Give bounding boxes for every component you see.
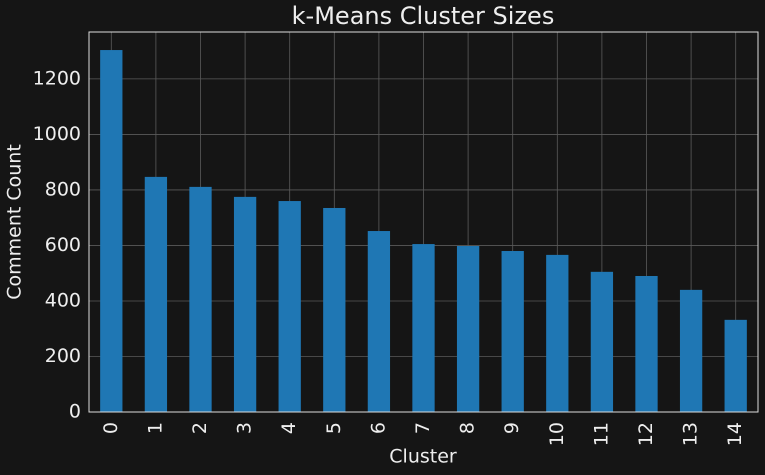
bar (724, 319, 747, 412)
chart-title: k-Means Cluster Sizes (292, 2, 555, 30)
x-tick-label: 7 (412, 422, 434, 434)
x-tick-label: 8 (457, 422, 479, 434)
bar (144, 176, 168, 412)
y-tick-label: 400 (45, 289, 81, 311)
y-tick-label: 1200 (33, 67, 81, 89)
y-axis-label: Comment Count (4, 144, 26, 300)
x-tick-label: 10 (546, 422, 568, 446)
bar (501, 251, 524, 412)
y-tick-label: 200 (45, 345, 81, 367)
bar (367, 231, 391, 412)
bar (100, 50, 123, 413)
bar (412, 244, 435, 412)
x-tick-label: 2 (189, 422, 211, 434)
y-tick-label: 1000 (33, 123, 81, 145)
x-tick-label: 4 (278, 422, 300, 434)
x-tick-label: 1 (144, 422, 166, 434)
bar (233, 196, 257, 412)
plot-frame (88, 31, 759, 413)
bar (189, 186, 212, 412)
x-axis-label: Cluster (389, 446, 457, 468)
x-tick-label: 0 (100, 422, 122, 434)
x-tick-label: 5 (323, 422, 345, 434)
bar (679, 289, 703, 412)
bar (323, 207, 346, 412)
x-tick-label: 9 (501, 422, 523, 434)
bar (456, 246, 480, 412)
bar (546, 254, 569, 412)
x-tick-label: 11 (590, 422, 612, 446)
x-tick-label: 6 (367, 422, 389, 434)
x-tick-label: 12 (635, 422, 657, 446)
y-tick-label: 0 (69, 401, 81, 423)
x-tick-label: 14 (724, 422, 746, 446)
y-tick-label: 600 (45, 234, 81, 256)
x-tick-label: 13 (680, 422, 702, 446)
y-tick-label: 800 (45, 178, 81, 200)
bar (278, 201, 301, 412)
bar (635, 275, 658, 412)
x-tick-label: 3 (234, 422, 256, 434)
bar (590, 271, 614, 412)
